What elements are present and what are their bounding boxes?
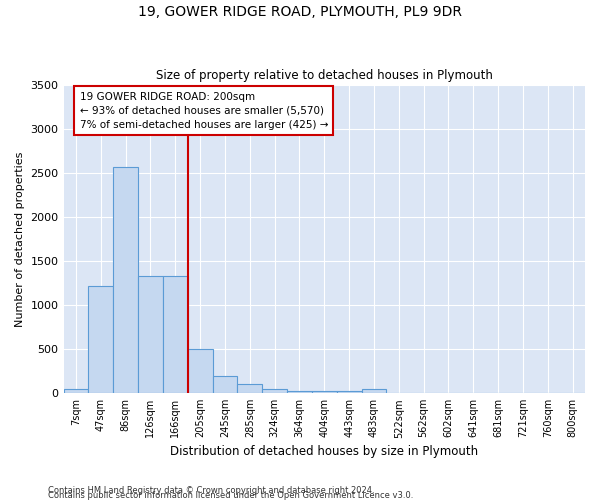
Bar <box>287 392 312 393</box>
Text: Contains HM Land Registry data © Crown copyright and database right 2024.: Contains HM Land Registry data © Crown c… <box>48 486 374 495</box>
Bar <box>163 276 188 393</box>
Bar <box>262 389 287 393</box>
Bar <box>212 376 238 393</box>
Bar <box>337 392 362 393</box>
Bar <box>238 384 262 393</box>
Text: 19, GOWER RIDGE ROAD, PLYMOUTH, PL9 9DR: 19, GOWER RIDGE ROAD, PLYMOUTH, PL9 9DR <box>138 5 462 19</box>
Title: Size of property relative to detached houses in Plymouth: Size of property relative to detached ho… <box>156 69 493 82</box>
Bar <box>188 349 212 393</box>
Bar <box>88 286 113 393</box>
Bar <box>138 276 163 393</box>
Bar <box>312 392 337 393</box>
X-axis label: Distribution of detached houses by size in Plymouth: Distribution of detached houses by size … <box>170 444 478 458</box>
Text: Contains public sector information licensed under the Open Government Licence v3: Contains public sector information licen… <box>48 491 413 500</box>
Bar <box>113 168 138 393</box>
Bar <box>362 389 386 393</box>
Bar <box>64 389 88 393</box>
Y-axis label: Number of detached properties: Number of detached properties <box>15 151 25 326</box>
Text: 19 GOWER RIDGE ROAD: 200sqm
← 93% of detached houses are smaller (5,570)
7% of s: 19 GOWER RIDGE ROAD: 200sqm ← 93% of det… <box>80 92 328 130</box>
